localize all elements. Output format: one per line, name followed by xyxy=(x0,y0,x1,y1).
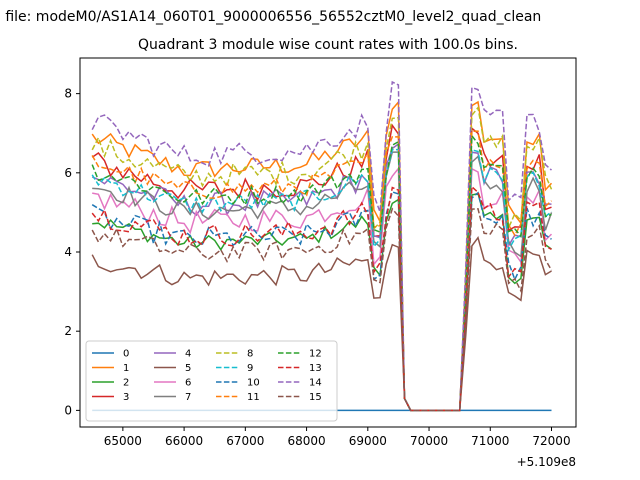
legend-label-8: 8 xyxy=(247,349,253,360)
legend-label-4: 4 xyxy=(185,349,191,360)
legend-frame xyxy=(85,340,338,422)
x-offset-label: +5.109e8 xyxy=(517,455,576,469)
legend-label-7: 7 xyxy=(185,392,191,403)
legend-label-1: 1 xyxy=(123,363,129,374)
series-line-6 xyxy=(92,166,553,412)
y-tick-label: 8 xyxy=(64,87,72,101)
series-layer xyxy=(91,80,553,412)
legend-label-9: 9 xyxy=(247,363,253,374)
axes-frame xyxy=(79,57,577,428)
figure-suptitle: n file: modeM0/AS1A14_060T01_9000006556_… xyxy=(0,9,542,25)
x-tick-label: 68000 xyxy=(287,434,325,448)
tick-layer: 65000 66000 67000 68000 69000 70000 71000 72000… xyxy=(64,87,570,448)
x-tick-label: 66000 xyxy=(165,434,203,448)
legend-label-10: 10 xyxy=(247,378,260,389)
x-tick-label: 65000 xyxy=(104,434,142,448)
series-line-13 xyxy=(91,185,552,412)
series-line-14 xyxy=(91,80,553,412)
legend-label-15: 15 xyxy=(309,392,322,403)
series-line-9 xyxy=(91,148,552,412)
x-tick-label: 67000 xyxy=(226,434,264,448)
series-line-11 xyxy=(91,130,553,412)
x-tick-label: 69000 xyxy=(349,434,387,448)
legend-label-3: 3 xyxy=(123,392,129,403)
series-line-8 xyxy=(91,105,553,412)
series-line-1 xyxy=(91,100,553,412)
y-tick-label: 0 xyxy=(64,403,72,417)
legend-label-6: 6 xyxy=(185,378,191,389)
legend-label-5: 5 xyxy=(185,363,191,374)
x-tick-label: 70000 xyxy=(410,434,448,448)
series-line-5 xyxy=(91,236,552,412)
x-tick-label: 71000 xyxy=(471,434,509,448)
legend-label-14: 14 xyxy=(309,378,322,389)
legend-label-12: 12 xyxy=(309,349,322,360)
legend-label-2: 2 xyxy=(123,378,129,389)
x-tick-label: 72000 xyxy=(532,434,570,448)
legend-label-13: 13 xyxy=(309,363,322,374)
series-line-12 xyxy=(91,133,552,412)
legend-label-11: 11 xyxy=(247,392,260,403)
series-line-7 xyxy=(92,151,553,412)
y-tick-label: 4 xyxy=(64,245,72,259)
series-line-15 xyxy=(91,207,553,412)
y-tick-label: 2 xyxy=(64,324,72,338)
legend-label-0: 0 xyxy=(123,349,129,360)
series-line-10 xyxy=(91,190,552,412)
y-tick-label: 6 xyxy=(64,166,72,180)
chart-title: Quadrant 3 module wise count rates with … xyxy=(138,37,518,53)
